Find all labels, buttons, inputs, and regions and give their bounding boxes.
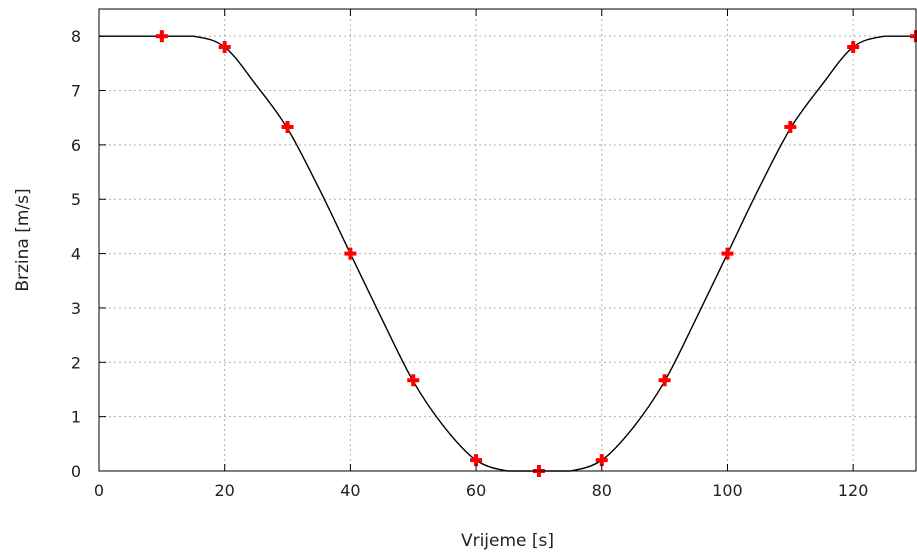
x-tick-label: 120 <box>838 481 869 500</box>
x-tick-label: 40 <box>340 481 360 500</box>
y-tick-label: 0 <box>71 462 81 481</box>
data-point-marker <box>847 41 860 54</box>
data-point-marker <box>721 247 734 260</box>
x-tick-label: 80 <box>592 481 612 500</box>
y-tick-label: 1 <box>71 408 81 427</box>
series-line-layer <box>99 35 916 472</box>
y-tick-label: 6 <box>71 136 81 155</box>
x-axis-label: Vrijeme [s] <box>461 531 554 551</box>
y-tick-label: 2 <box>71 353 81 372</box>
data-point-marker <box>344 247 357 260</box>
y-tick-label: 8 <box>71 27 81 46</box>
data-point-marker <box>658 374 671 387</box>
y-tick-label: 7 <box>71 82 81 101</box>
x-tick-label: 100 <box>712 481 743 500</box>
y-tick-label: 3 <box>71 299 81 318</box>
y-tick-label: 5 <box>71 190 81 209</box>
tick-labels: 0 20 40 60 80 100 120 0 1 2 3 4 5 6 7 8 <box>71 27 869 500</box>
data-point-marker <box>407 374 420 387</box>
data-point-marker <box>281 120 294 133</box>
series-markers-layer <box>155 30 917 477</box>
x-tick-label: 60 <box>466 481 486 500</box>
data-point-marker <box>218 41 231 54</box>
data-point-marker <box>784 120 797 133</box>
y-axis-label: Brzina [m/s] <box>13 188 33 291</box>
x-tick-label: 0 <box>94 481 104 500</box>
y-tick-label: 4 <box>71 245 81 264</box>
x-tick-label: 20 <box>215 481 235 500</box>
plot-frame <box>98 8 917 472</box>
series-line <box>99 35 916 472</box>
grid-lines <box>99 9 916 471</box>
data-point-marker <box>155 30 168 43</box>
axis-ticks <box>98 9 854 472</box>
